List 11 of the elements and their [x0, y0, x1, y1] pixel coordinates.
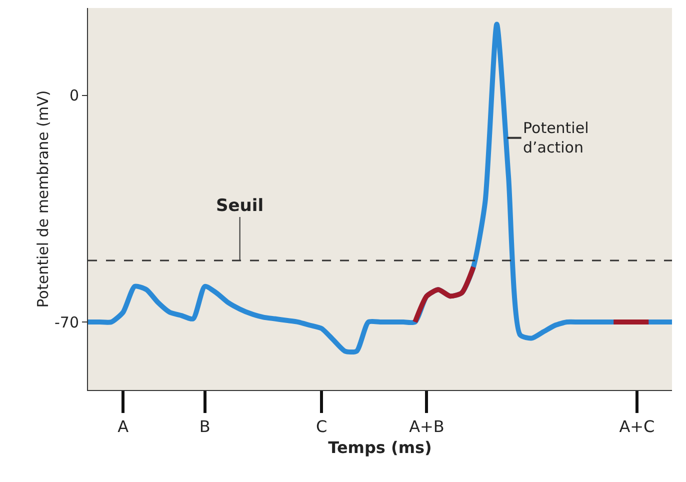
y-axis-title: Potentiel de membrane (mV) — [34, 90, 52, 308]
ref-line-label: Seuil — [216, 196, 264, 216]
x-tick-label: B — [199, 417, 210, 436]
x-tick-label: A — [118, 417, 129, 436]
x-axis-title: Temps (ms) — [328, 438, 432, 457]
x-tick-label: A+B — [409, 417, 444, 436]
annotation: Potentiel d’action — [523, 119, 589, 156]
x-tick-label: A+C — [619, 417, 655, 436]
y-tick-label: -70 — [54, 313, 79, 332]
x-tick-label: C — [316, 417, 328, 436]
y-tick-label: 0 — [69, 86, 79, 105]
